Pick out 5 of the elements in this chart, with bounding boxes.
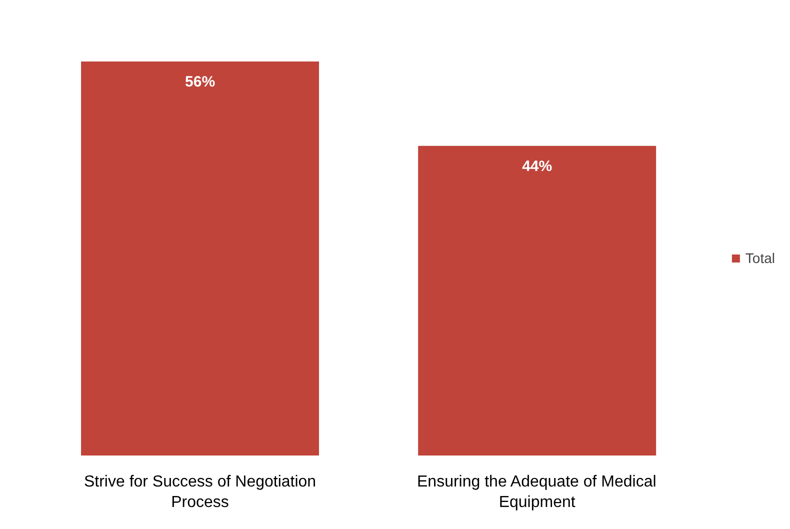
data-label: 56% bbox=[185, 74, 216, 90]
data-label: 44% bbox=[522, 158, 552, 175]
x-tick-label: Strive for Success of Negotiation Process bbox=[84, 474, 316, 511]
legend-label: Total bbox=[745, 250, 775, 266]
x-tick-label: Ensuring the Adequate of Medical Equipment bbox=[417, 474, 656, 511]
